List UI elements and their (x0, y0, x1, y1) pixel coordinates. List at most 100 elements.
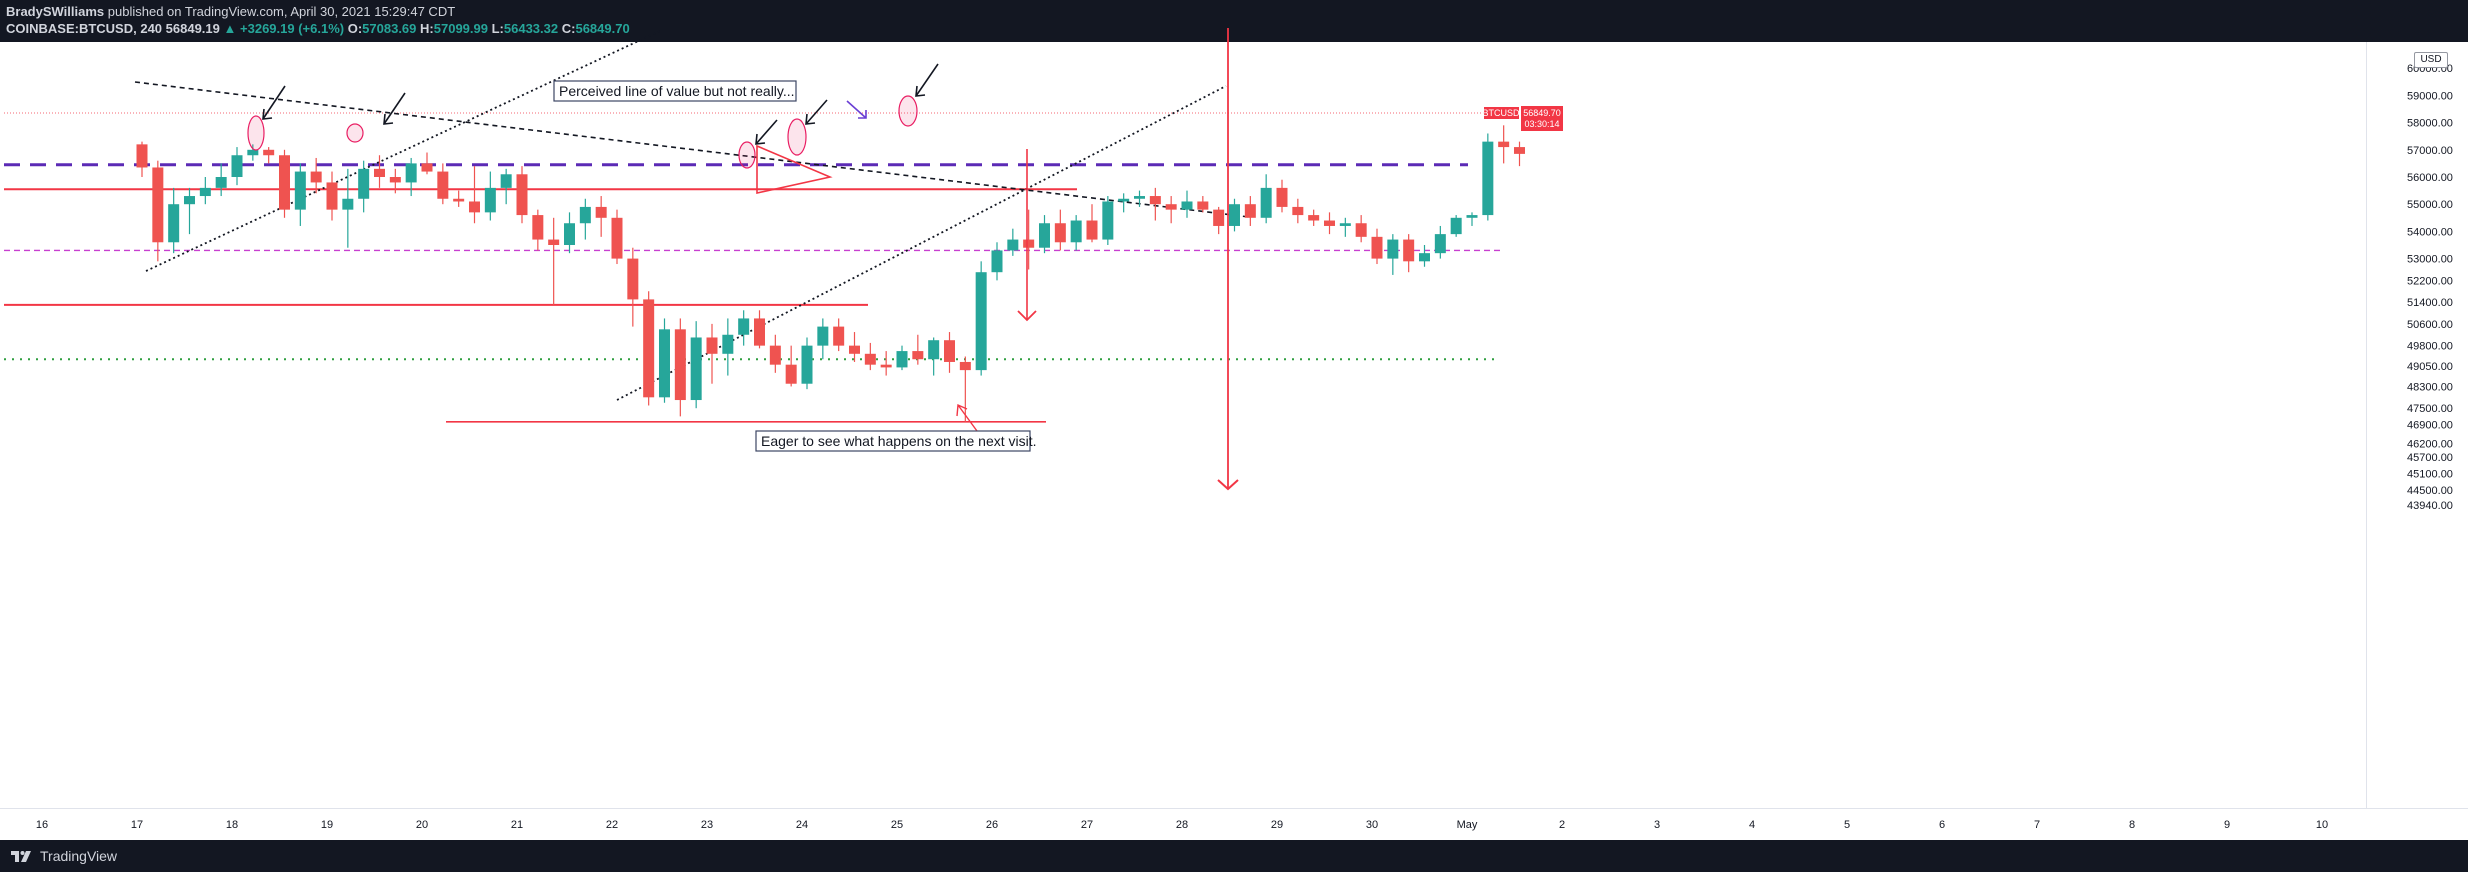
descending-trendline (134, 81, 1250, 218)
up-triangle-icon: ▲ (223, 21, 237, 36)
candle (1450, 215, 1462, 237)
chart-plot-area[interactable] (0, 42, 2366, 808)
pointer-arrow (755, 119, 778, 145)
annotation-box-value[interactable]: Perceived line of value but not really..… (553, 80, 797, 102)
price-tick-label: 53000.00 (2407, 254, 2453, 266)
price-tick-label: 45100.00 (2407, 468, 2453, 480)
candle (611, 209, 623, 265)
candle (184, 187, 195, 235)
open-value: 57083.69 (362, 21, 417, 36)
candle (864, 342, 876, 371)
candle (500, 168, 512, 205)
candle (1514, 141, 1525, 167)
candle-body (912, 351, 924, 360)
time-axis[interactable] (0, 808, 2468, 841)
highlight-ellipse (346, 123, 364, 143)
annotation-box-visit[interactable]: Eager to see what happens on the next vi… (755, 430, 1037, 452)
price-tick-label: 44500.00 (2407, 485, 2453, 497)
candle-body (453, 198, 465, 202)
candle-body (1466, 215, 1478, 218)
candle-body (1292, 206, 1304, 216)
candle (484, 171, 496, 221)
currency-badge[interactable]: USD (2414, 52, 2448, 68)
candle (722, 318, 734, 376)
candle-body (674, 329, 686, 401)
candle (912, 334, 924, 365)
candle-body (168, 204, 180, 243)
candle-body (1514, 147, 1525, 154)
candle-body (706, 337, 718, 354)
candle-body (500, 174, 512, 188)
candle (437, 163, 449, 205)
candle (769, 334, 781, 373)
price-axis[interactable] (2366, 42, 2468, 808)
low-label: L: (491, 21, 504, 36)
symbol-label[interactable]: COINBASE:BTCUSD, 240 (6, 21, 163, 36)
candle (754, 310, 765, 349)
candle-body (1134, 196, 1145, 199)
candle (279, 149, 290, 218)
highlight-ellipse (898, 95, 918, 127)
candle-body (1419, 253, 1430, 262)
trend-lines (134, 29, 1250, 401)
candle (1403, 234, 1415, 273)
price-tick-label: 47500.00 (2407, 403, 2453, 415)
last-price-tag: 56849.70 (1523, 108, 1561, 118)
candle-body (247, 149, 259, 156)
tradingview-brand: TradingView (40, 848, 118, 864)
candle (421, 152, 433, 175)
candle-body (849, 345, 860, 354)
candle-body (754, 318, 765, 346)
candle-body (659, 329, 670, 398)
candle-body (358, 168, 370, 199)
rising-trendline-lower (616, 85, 1227, 401)
candle (579, 198, 591, 240)
time-tick-label: 5 (1844, 819, 1850, 831)
candle-body (1197, 201, 1209, 210)
candle-body (231, 155, 243, 177)
triangle-pattern (756, 144, 833, 194)
price-tick-label: 52200.00 (2407, 275, 2453, 287)
projection-arrow-long-head (1217, 479, 1239, 491)
tradingview-logo[interactable]: TradingView (10, 848, 117, 864)
time-tick-label: 18 (226, 819, 238, 831)
candle (1339, 217, 1351, 237)
pointer-arrow-head (805, 113, 816, 125)
candle (659, 318, 670, 403)
ohlc-legend: COINBASE:BTCUSD, 240 56849.19 ▲ +3269.19… (6, 21, 630, 36)
candle-body (975, 272, 987, 371)
candle-body (864, 353, 876, 365)
time-tick-label: 25 (891, 819, 903, 831)
candle-body (421, 163, 433, 172)
candle-body (199, 187, 211, 197)
time-tick-label: 2 (1559, 819, 1565, 831)
candle-body (342, 198, 354, 210)
price-tick-label: 57000.00 (2407, 145, 2453, 157)
candle-body (532, 215, 544, 240)
time-tick-label: 7 (2034, 819, 2040, 831)
candle (690, 321, 702, 409)
candle-body (928, 340, 940, 360)
author-name[interactable]: BradySWilliams (6, 4, 105, 19)
rising-trendline-upper (145, 29, 663, 272)
candle-body (1229, 204, 1240, 226)
candle-body (1070, 220, 1082, 243)
candle (1498, 125, 1510, 164)
time-tick-label: 17 (131, 819, 143, 831)
candle-body (1102, 201, 1114, 240)
candle-body (1355, 223, 1367, 237)
candle-body (690, 337, 702, 401)
candle (991, 242, 1003, 281)
candle-body (279, 155, 290, 210)
time-tick-label: 29 (1271, 819, 1283, 831)
candle (880, 351, 892, 376)
candle-body (1149, 196, 1161, 205)
time-tick-label: 8 (2129, 819, 2135, 831)
candle-body (1482, 141, 1494, 216)
candle (1054, 209, 1066, 251)
candle-body (896, 351, 908, 368)
candle-body (579, 206, 591, 224)
candle-body (785, 364, 797, 384)
candle-body (310, 171, 322, 183)
candle-body (1244, 204, 1256, 218)
